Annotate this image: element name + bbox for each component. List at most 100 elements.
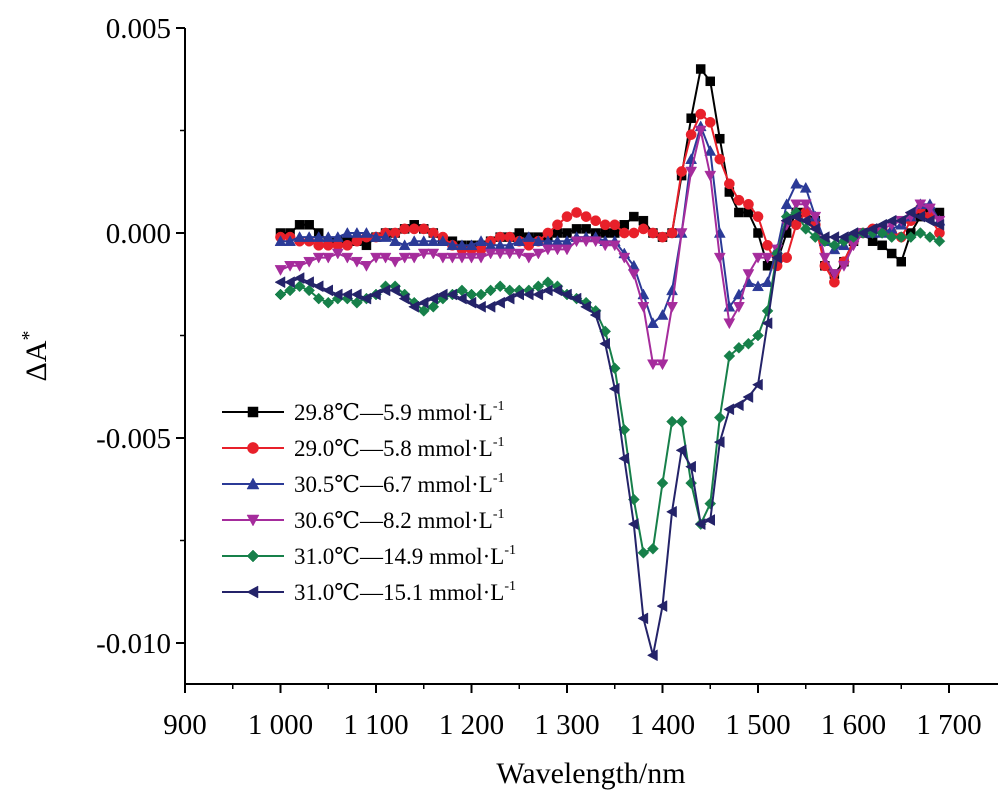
data-point: [465, 252, 478, 264]
data-point: [541, 244, 554, 256]
data-point: [666, 284, 678, 296]
data-point: [914, 199, 927, 211]
data-point: [513, 235, 526, 246]
data-point: [914, 227, 927, 239]
data-point: [637, 612, 649, 625]
series-line: [280, 129, 941, 366]
data-point: [484, 300, 496, 313]
data-point: [799, 223, 812, 235]
legend-label-sup: -1: [493, 435, 505, 450]
data-point: [704, 170, 717, 182]
data-point: [599, 240, 612, 252]
data-point: [408, 235, 421, 246]
data-point: [628, 227, 640, 239]
data-point: [580, 236, 593, 248]
y-axis-title: ΔA*: [18, 331, 53, 382]
data-point: [418, 223, 430, 235]
data-point: [734, 207, 744, 218]
data-point: [790, 177, 803, 189]
data-point: [790, 210, 801, 223]
data-point: [608, 382, 620, 395]
data-point: [351, 296, 363, 309]
legend-item: 30.5℃—6.7 mmol·L-1: [222, 471, 505, 497]
y-tick-label: 0.000: [106, 218, 171, 250]
data-point: [657, 231, 668, 243]
legend-label-text: 31.0℃—15.1 mmol·L: [294, 580, 504, 605]
data-point: [322, 296, 335, 309]
data-point: [742, 337, 755, 350]
data-point: [752, 252, 764, 264]
legend-item: 30.6℃—8.2 mmol·L-1: [222, 507, 505, 533]
data-point: [589, 309, 601, 321]
data-point: [752, 211, 764, 222]
data-point: [370, 231, 382, 242]
data-point: [350, 256, 363, 268]
data-point: [685, 460, 696, 473]
data-point: [560, 288, 572, 301]
data-point: [427, 248, 440, 260]
data-point: [399, 223, 410, 235]
data-point: [522, 252, 535, 264]
data-point: [771, 251, 782, 264]
data-point: [923, 203, 936, 215]
data-point: [532, 235, 545, 246]
x-tick-label: 1 300: [534, 709, 599, 741]
data-point: [532, 248, 545, 260]
data-point: [704, 497, 717, 510]
data-point: [762, 239, 773, 251]
legend-label: 29.8℃—5.9 mmol·L-1: [294, 399, 505, 425]
data-point: [686, 113, 696, 123]
data-point: [752, 329, 764, 342]
data-point: [494, 296, 505, 309]
legend-label-text: 31.0℃—14.9 mmol·L: [294, 544, 504, 569]
data-point: [312, 252, 325, 264]
legend-marker: [246, 585, 259, 599]
data-point: [436, 252, 449, 264]
legend-marker: [246, 477, 260, 490]
data-point: [695, 64, 706, 74]
legend: 29.8℃—5.9 mmol·L-129.0℃—5.8 mmol·L-130.5…: [222, 399, 516, 605]
data-point: [857, 227, 868, 239]
data-point: [666, 227, 678, 239]
data-point: [885, 231, 898, 243]
data-point: [705, 76, 715, 87]
data-point: [455, 292, 467, 305]
data-point: [713, 436, 725, 449]
data-point: [790, 199, 803, 211]
y-tick-label: -0.010: [96, 628, 171, 660]
data-point: [704, 514, 715, 526]
data-point: [647, 359, 659, 371]
legend-marker: [246, 514, 260, 527]
data-point: [715, 133, 725, 144]
data-point: [713, 252, 726, 264]
data-point: [417, 296, 429, 309]
data-point: [656, 359, 669, 371]
x-tick-label: 1 500: [725, 709, 790, 741]
data-point: [398, 292, 410, 305]
data-point: [809, 211, 822, 223]
data-point: [666, 505, 677, 518]
data-point: [274, 235, 287, 246]
data-point: [484, 248, 497, 260]
data-point: [799, 214, 811, 227]
data-point: [350, 288, 362, 301]
data-point: [303, 256, 316, 268]
legend-label: 30.5℃—6.7 mmol·L-1: [294, 471, 505, 497]
x-tick-label: 1 100: [343, 709, 408, 741]
data-point: [389, 284, 400, 297]
data-point: [780, 198, 793, 210]
legend-label-text: 29.8℃—5.9 mmol·L: [294, 400, 493, 425]
data-point: [284, 235, 296, 246]
data-point: [761, 317, 773, 330]
data-point: [274, 265, 287, 276]
data-point: [781, 252, 793, 263]
data-point: [274, 288, 287, 301]
legend-label: 31.0℃—14.9 mmol·L-1: [294, 543, 516, 569]
data-point: [637, 302, 650, 313]
legend-label: 31.0℃—15.1 mmol·L-1: [294, 579, 516, 605]
data-point: [761, 305, 774, 317]
data-point: [503, 292, 515, 305]
data-point: [398, 252, 411, 264]
data-point: [389, 235, 402, 246]
data-point: [303, 231, 316, 242]
